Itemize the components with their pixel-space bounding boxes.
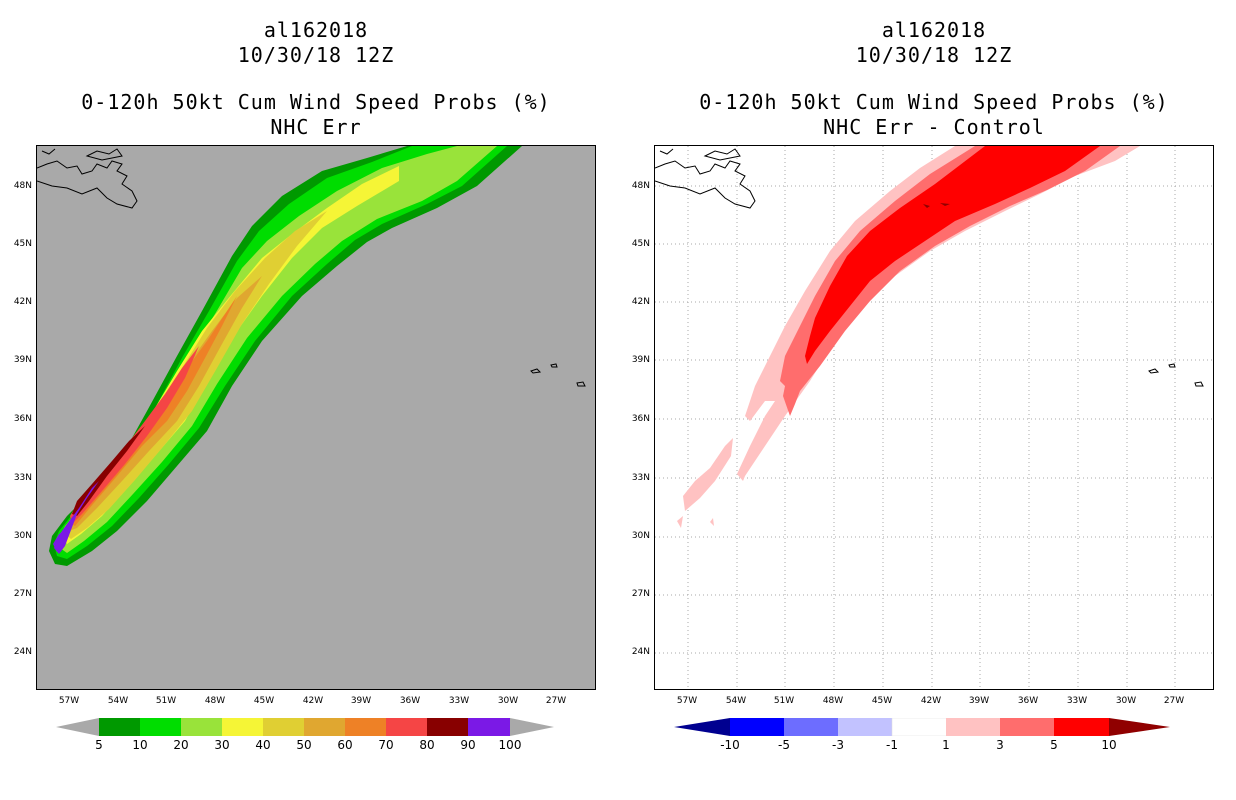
right-lon-label: 30W — [1115, 696, 1137, 706]
right-storm-id: al162018 — [881, 18, 987, 42]
left-title-block: al162018 10/30/18 12Z 0-120h 50kt Cum Wi… — [36, 18, 596, 140]
right-colorbar-swatch — [1000, 718, 1055, 736]
left-lat-label: 30N — [13, 531, 32, 541]
left-lat-label: 27N — [13, 589, 32, 599]
right-subtitle: NHC Err - Control — [823, 115, 1045, 139]
right-colorbar-swatch — [1054, 718, 1109, 736]
right-lon-label: 27W — [1163, 696, 1185, 706]
left-lat-label: 36N — [13, 414, 32, 424]
right-colorbar-swatch — [1109, 718, 1170, 736]
left-colorbar-swatches — [56, 718, 554, 736]
right-lon-label: 51W — [773, 696, 795, 706]
left-lat-label: 24N — [13, 647, 32, 657]
left-map-panel — [36, 145, 596, 690]
left-colorbar-swatch — [345, 718, 387, 736]
right-colorbar-label: 1 — [942, 738, 950, 752]
left-lon-label: 27W — [545, 696, 567, 706]
left-lon-label: 36W — [399, 696, 421, 706]
right-colorbar-label: 3 — [996, 738, 1004, 752]
right-lon-label: 33W — [1066, 696, 1088, 706]
left-probability-map — [37, 146, 586, 566]
left-colorbar-label: 80 — [419, 738, 435, 752]
left-colorbar-label: 60 — [337, 738, 353, 752]
right-colorbar-swatch — [730, 718, 785, 736]
right-lon-label: 36W — [1017, 696, 1039, 706]
left-subtitle: NHC Err — [270, 115, 362, 139]
left-product-title: 0-120h 50kt Cum Wind Speed Probs (%) — [81, 90, 551, 114]
left-colorbar-swatch — [386, 718, 428, 736]
right-datetime: 10/30/18 12Z — [855, 43, 1013, 67]
right-colorbar: -10 -5 -3 -1 1 3 5 10 — [674, 718, 1174, 758]
right-product-title: 0-120h 50kt Cum Wind Speed Probs (%) — [699, 90, 1169, 114]
right-colorbar-swatch — [838, 718, 893, 736]
left-storm-id: al162018 — [263, 18, 369, 42]
left-colorbar-swatch — [181, 718, 223, 736]
right-lon-label: 54W — [725, 696, 747, 706]
left-colorbar: 5 10 20 30 40 50 60 70 80 90 100 — [56, 718, 556, 758]
left-lon-label: 33W — [448, 696, 470, 706]
left-colorbar-label: 90 — [460, 738, 476, 752]
right-colorbar-label: -10 — [720, 738, 740, 752]
left-colorbar-swatch — [56, 718, 99, 736]
right-lat-label: 39N — [631, 355, 650, 365]
right-colorbar-swatches — [674, 718, 1170, 736]
right-lat-label: 33N — [631, 473, 650, 483]
right-lat-label: 24N — [631, 647, 650, 657]
right-colorbar-label: -3 — [832, 738, 844, 752]
left-lon-label: 42W — [302, 696, 324, 706]
left-lon-label: 48W — [204, 696, 226, 706]
left-colorbar-swatch — [222, 718, 264, 736]
right-colorbar-label: 10 — [1101, 738, 1117, 752]
right-difference-map — [655, 146, 1213, 689]
right-lat-label: 45N — [631, 239, 650, 249]
right-lat-label: 27N — [631, 589, 650, 599]
right-colorbar-swatch — [891, 718, 948, 736]
right-lon-label: 45W — [871, 696, 893, 706]
left-colorbar-label: 100 — [498, 738, 522, 752]
left-lat-label: 39N — [13, 355, 32, 365]
left-colorbar-swatch — [140, 718, 182, 736]
right-lat-label: 42N — [631, 297, 650, 307]
right-lon-label: 39W — [968, 696, 990, 706]
right-colorbar-label: -5 — [778, 738, 790, 752]
right-lat-label: 48N — [631, 181, 650, 191]
left-lat-label: 42N — [13, 297, 32, 307]
left-colorbar-swatch — [427, 718, 469, 736]
right-colorbar-swatch — [784, 718, 839, 736]
left-lat-label: 33N — [13, 473, 32, 483]
left-lon-label: 51W — [155, 696, 177, 706]
left-colorbar-label: 10 — [132, 738, 148, 752]
left-colorbar-swatch — [304, 718, 346, 736]
right-lon-label: 57W — [676, 696, 698, 706]
left-datetime: 10/30/18 12Z — [237, 43, 395, 67]
left-colorbar-label: 70 — [378, 738, 394, 752]
left-colorbar-label: 40 — [255, 738, 271, 752]
left-lon-label: 39W — [350, 696, 372, 706]
left-lon-label: 57W — [58, 696, 80, 706]
right-colorbar-label: -1 — [886, 738, 898, 752]
right-colorbar-swatch — [946, 718, 1001, 736]
left-colorbar-label: 20 — [173, 738, 189, 752]
left-colorbar-label: 50 — [296, 738, 312, 752]
left-lat-label: 48N — [13, 181, 32, 191]
left-lat-label: 45N — [13, 239, 32, 249]
left-colorbar-swatch — [468, 718, 510, 736]
right-lon-label: 48W — [822, 696, 844, 706]
left-lon-label: 45W — [253, 696, 275, 706]
left-colorbar-swatch — [263, 718, 305, 736]
right-colorbar-label: 5 — [1050, 738, 1058, 752]
left-colorbar-swatch — [99, 718, 141, 736]
right-lat-label: 36N — [631, 414, 650, 424]
right-map-panel — [654, 145, 1214, 690]
left-colorbar-label: 30 — [214, 738, 230, 752]
left-lon-label: 54W — [107, 696, 129, 706]
left-colorbar-label: 5 — [95, 738, 103, 752]
right-lat-label: 30N — [631, 531, 650, 541]
left-colorbar-swatch — [510, 718, 554, 736]
right-title-block: al162018 10/30/18 12Z 0-120h 50kt Cum Wi… — [654, 18, 1214, 140]
left-lon-label: 30W — [497, 696, 519, 706]
right-colorbar-swatch — [674, 718, 730, 736]
right-lon-label: 42W — [920, 696, 942, 706]
